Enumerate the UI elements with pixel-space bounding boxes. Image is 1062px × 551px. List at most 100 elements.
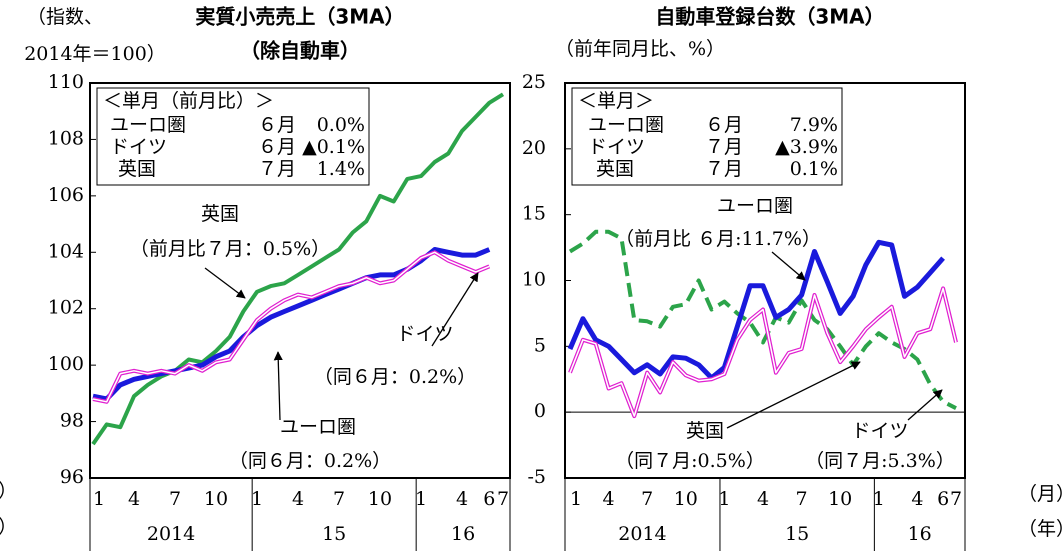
y-tick-label: 10	[522, 269, 546, 291]
x-tick-label: 4	[911, 488, 923, 510]
legend-title: ＜単月（前月比）＞	[103, 90, 274, 112]
annotation-arrow	[273, 351, 283, 421]
annotation: （同６月：0.2%）	[314, 366, 476, 388]
annotation: （同７月:0.5%）	[615, 450, 765, 472]
plot-frame	[564, 82, 966, 479]
x-tick-label: 7	[497, 488, 509, 510]
x-tick-label: 6	[483, 488, 495, 510]
x-unit-label: （年）	[1018, 518, 1062, 540]
year-label: 16	[908, 523, 932, 545]
legend-name: ユーロ圏	[588, 114, 664, 136]
x-tick-label: 10	[828, 488, 852, 510]
x-unit-label: （年）	[0, 516, 17, 538]
x-tick-label: 7	[950, 488, 962, 510]
year-label: 15	[322, 523, 346, 545]
y-axis-label: 2014年＝100）	[24, 43, 166, 65]
x-tick-label: 7	[641, 488, 653, 510]
annotation: ユーロ圏	[717, 195, 793, 217]
legend-box	[571, 87, 843, 186]
annotation-arrow	[431, 272, 479, 347]
annotation: ユーロ圏	[280, 416, 356, 438]
chart-title: 自動車登録台数（3MA）	[655, 5, 884, 29]
legend-month: ６月	[258, 114, 296, 136]
y-tick-label: 15	[522, 203, 546, 225]
y-tick-label: 20	[522, 137, 546, 159]
annotation-arrow	[771, 251, 806, 281]
x-tick-label: 6	[937, 488, 949, 510]
y-tick-label: 25	[522, 71, 546, 93]
line-inner	[92, 251, 490, 403]
legend-name: ドイツ	[588, 136, 645, 158]
chart-subtitle: （除自動車）	[240, 39, 360, 63]
legend-name: 英国	[118, 158, 156, 180]
y-tick-label: 110	[48, 71, 84, 93]
x-tick-label: 7	[333, 488, 345, 510]
legend-month: ６月	[258, 136, 296, 158]
year-label: 15	[785, 523, 809, 545]
x-tick-label: 1	[415, 488, 427, 510]
legend-month: ７月	[705, 136, 743, 158]
y-tick-label: 106	[48, 184, 84, 206]
y-tick-label: 96	[60, 466, 84, 488]
x-tick-label: 10	[674, 488, 698, 510]
annotation: （同６月：0.2%）	[229, 450, 391, 472]
line	[568, 229, 957, 410]
y-tick-label: 0	[534, 400, 546, 422]
line-inner	[569, 287, 957, 417]
legend-value: ▲3.9%	[775, 136, 838, 158]
line	[567, 239, 945, 381]
year-label: 16	[451, 523, 475, 545]
annotation-arrow	[726, 361, 861, 429]
annotation-arrow	[204, 267, 246, 299]
legend-month: ７月	[705, 158, 743, 180]
x-tick-label: 4	[128, 488, 140, 510]
annotation: 英国	[686, 420, 724, 442]
x-tick-label: 1	[718, 488, 730, 510]
annotation: 英国	[201, 203, 239, 225]
legend-value: 0.0%	[317, 114, 365, 136]
legend-name: 英国	[596, 158, 634, 180]
x-tick-label: 7	[169, 488, 181, 510]
legend-value: 0.1%	[790, 158, 838, 180]
x-tick-label: 1	[251, 488, 263, 510]
y-tick-label: 102	[48, 297, 84, 319]
legend-value: 7.9%	[790, 114, 838, 136]
x-tick-label: 4	[757, 488, 769, 510]
annotation: ドイツ	[396, 323, 453, 345]
y-axis-label: （指数、	[27, 6, 103, 28]
plot-frame	[89, 82, 511, 479]
legend-month: ６月	[705, 114, 743, 136]
y-axis-label: （前年同月比、%）	[555, 38, 725, 60]
annotation: （同７月:5.3%）	[805, 450, 955, 472]
legend-name: ユーロ圏	[110, 114, 186, 136]
legend-name: ドイツ	[110, 136, 167, 158]
y-tick-label: 5	[534, 334, 546, 356]
y-tick-label: 100	[48, 353, 84, 375]
legend-value: ▲0.1%	[302, 136, 365, 158]
annotation: （前月比７月：0.5%）	[130, 238, 330, 260]
x-tick-label: 7	[796, 488, 808, 510]
legend-value: 1.4%	[317, 158, 365, 180]
legend-month: ７月	[258, 158, 296, 180]
y-tick-label: 108	[48, 127, 84, 149]
x-tick-label: 4	[603, 488, 615, 510]
chart-title: 実質小売売上（3MA）	[195, 5, 404, 29]
y-tick-label: 98	[60, 410, 84, 432]
legend-title: ＜単月＞	[578, 90, 654, 112]
x-unit-label: （期）	[0, 480, 17, 502]
annotation-arrow	[907, 389, 943, 421]
x-unit-label: （月）	[1018, 483, 1062, 505]
y-tick-label: -5	[527, 466, 546, 488]
annotation: （前月比 ６月:11.7%）	[615, 228, 821, 250]
x-tick-label: 4	[292, 488, 304, 510]
year-label: 2014	[147, 523, 195, 545]
line	[568, 286, 958, 419]
x-tick-label: 10	[368, 488, 392, 510]
annotation: ドイツ	[851, 420, 908, 442]
x-tick-label: 1	[873, 488, 885, 510]
x-tick-label: 1	[570, 488, 582, 510]
year-label: 2014	[618, 523, 666, 545]
x-tick-label: 4	[456, 488, 468, 510]
x-tick-label: 1	[93, 488, 105, 510]
